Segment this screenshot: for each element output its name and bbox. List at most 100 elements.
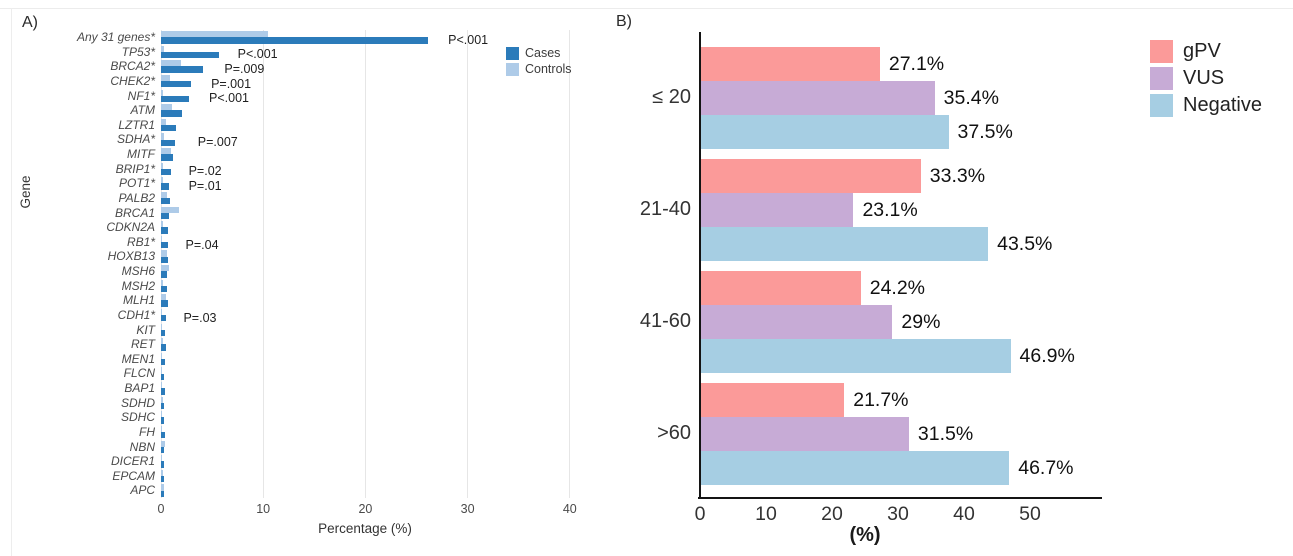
- gene-label: SDHD: [120, 395, 155, 410]
- controls-bar: [161, 367, 163, 374]
- gpv-bar: [701, 383, 845, 417]
- controls-bar: [161, 206, 180, 213]
- gene-label: CHEK2*: [110, 73, 155, 88]
- gene-label: HOXB13: [107, 249, 155, 264]
- panel-b-y-axis-line: [699, 32, 701, 498]
- cases-bar: [161, 300, 169, 307]
- percentage-axis-title: Percentage (%): [318, 521, 412, 536]
- panel-b-plot-area: 27.1% 35.4% 37.5% 33.3% 23.1% 43.5% 24.2% 29% 46…: [701, 30, 1141, 498]
- controls-bar: [161, 265, 170, 272]
- controls-bar: [161, 118, 167, 125]
- vus-legend-swatch: [1150, 67, 1173, 90]
- controls-bar: [161, 279, 163, 286]
- gene-label: MSH2: [121, 278, 155, 293]
- controls-bar: [161, 191, 168, 199]
- controls-bar: [161, 484, 165, 491]
- gridline: [160, 30, 162, 498]
- panel-a-plot-area: P<.001 P<.001 P=.009 P=.001 P<.001 P=.007 P=.0…: [160, 30, 611, 498]
- gene-labels-column: Any 31 genes* TP53* BRCA2* CHEK2* NF1* ATM LZT…: [5, 30, 155, 498]
- cases-bar: [161, 51, 220, 59]
- p-value-annotation: P<.001: [237, 47, 278, 62]
- controls-bar: [161, 162, 164, 169]
- age-group-label: 21-40: [639, 198, 691, 220]
- panel-a-label: A): [22, 14, 38, 31]
- gene-label: APC: [130, 483, 155, 498]
- p-value-annotation: P=.001: [211, 76, 252, 91]
- gpv-legend-swatch: [1150, 40, 1173, 63]
- p-value-annotation: P=.01: [188, 179, 222, 194]
- gene-label: MLH1: [122, 293, 155, 308]
- cases-bar: [161, 475, 164, 483]
- bar-value-label: 21.7%: [853, 389, 909, 411]
- x-tick-label: 30: [887, 503, 909, 525]
- controls-bar: [161, 352, 163, 359]
- x-tick-label: 0: [157, 502, 165, 516]
- gene-label: POT1*: [118, 176, 155, 191]
- controls-bar: [161, 60, 182, 67]
- gridline: [262, 30, 264, 498]
- gridline: [569, 30, 571, 498]
- cases-bar: [161, 81, 191, 88]
- controls-bar: [161, 148, 172, 155]
- gene-label: CDKN2A: [106, 220, 155, 235]
- gene-label: PALB2: [118, 190, 155, 205]
- x-tick-label: 10: [256, 502, 271, 516]
- gene-label: LZTR1: [118, 117, 155, 132]
- p-value-annotation: P=.009: [224, 62, 265, 77]
- gridline: [467, 30, 469, 498]
- negative-legend-swatch: [1150, 94, 1173, 117]
- x-tick-label: 50: [1019, 503, 1041, 525]
- panel-b-label: B): [616, 13, 632, 30]
- cases-bar: [161, 373, 165, 380]
- vus-bar: [701, 81, 935, 115]
- controls-bar: [161, 45, 164, 52]
- gene-label: RET: [131, 337, 155, 352]
- gene-label: KIT: [136, 322, 155, 337]
- controls-bar: [161, 294, 166, 301]
- cases-bar: [161, 490, 165, 497]
- gpv-bar: [701, 47, 880, 81]
- cases-bar: [161, 461, 165, 468]
- x-tick-label: 40: [562, 502, 577, 516]
- controls-bar: [161, 104, 173, 111]
- gene-label: ATM: [130, 103, 155, 118]
- left-divider: [11, 8, 12, 556]
- p-value-annotation: P=.007: [197, 135, 238, 150]
- legend-label: Controls: [525, 61, 572, 76]
- gene-label: SDHC: [120, 410, 155, 425]
- controls-bar: [161, 323, 163, 330]
- controls-bar: [161, 221, 163, 228]
- gene-label: MEN1: [121, 351, 155, 366]
- bar-value-label: 23.1%: [862, 199, 918, 221]
- gene-label: CDH1*: [117, 307, 155, 322]
- cases-bar: [161, 37, 428, 44]
- cases-legend-swatch: [506, 47, 519, 60]
- cases-bar: [161, 154, 174, 161]
- controls-bar: [161, 308, 163, 316]
- bar-value-label: 29%: [901, 311, 941, 333]
- bar-value-label: 37.5%: [957, 121, 1013, 143]
- gene-label: FH: [139, 424, 155, 439]
- cases-bar: [161, 198, 171, 205]
- bar-value-label: 43.5%: [997, 233, 1053, 255]
- controls-bar: [161, 469, 163, 476]
- bar-value-label: 46.7%: [1018, 457, 1074, 479]
- panel-b-x-axis-line: [698, 497, 1102, 499]
- cases-bar: [161, 139, 176, 146]
- controls-bar: [161, 177, 163, 184]
- top-divider: [0, 8, 1293, 9]
- controls-bar: [161, 31, 269, 38]
- cases-bar: [161, 66, 203, 73]
- percent-axis-title: (%): [849, 524, 881, 546]
- gene-label: TP53*: [121, 44, 155, 59]
- cases-bar: [161, 227, 169, 234]
- age-group-label: 41-60: [639, 310, 691, 332]
- p-value-annotation: P=.04: [185, 237, 219, 252]
- cases-bar: [161, 315, 166, 322]
- cases-bar: [161, 344, 166, 351]
- x-tick-label: 0: [694, 503, 706, 525]
- gene-label: BRCA2*: [110, 59, 155, 74]
- x-tick-label: 40: [953, 503, 975, 525]
- bar-value-label: 46.9%: [1019, 345, 1075, 367]
